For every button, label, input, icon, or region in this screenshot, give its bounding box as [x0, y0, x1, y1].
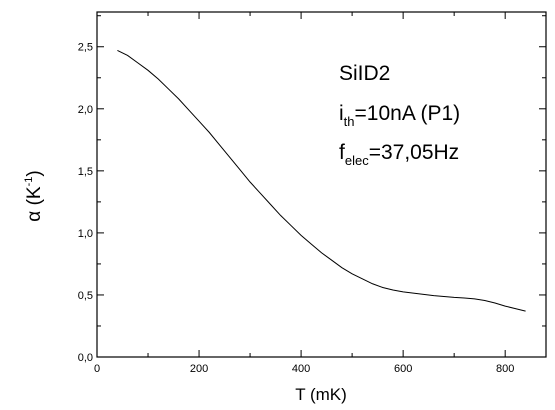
y-axis-title-sup: -1 [23, 177, 35, 187]
y-tick-label: 2,5 [78, 42, 93, 54]
axis-tick-labels: 0 200 400 600 800 0,0 0,5 1,0 1,5 2,0 2,5 [78, 42, 515, 375]
y-tick-label: 1,5 [78, 166, 93, 178]
annotation-line-2-sub: th [344, 114, 355, 129]
x-tick-label: 400 [292, 363, 310, 375]
x-tick-label: 0 [94, 363, 100, 375]
y-tick-label: 2,0 [78, 104, 93, 116]
annotation-line-3-rest: =37,05Hz [369, 141, 459, 164]
series-line-alpha [117, 50, 526, 312]
annotation-line-3-sub: elec [345, 153, 369, 168]
axis-ticks [96, 12, 546, 358]
x-tick-label: 200 [190, 363, 208, 375]
x-tick-label: 600 [394, 363, 412, 375]
x-axis-title: T (mK) [295, 385, 347, 404]
annotation-line-1: SiID2 [339, 62, 390, 85]
y-axis-title-main: α (K [24, 186, 45, 222]
y-tick-label: 0,0 [78, 352, 93, 364]
annotation-line-3: felec=37,05Hz [339, 141, 459, 168]
plot-frame [96, 11, 547, 358]
x-tick-label: 800 [496, 363, 514, 375]
annotation-block: SiID2 ith=10nA (P1) felec=37,05Hz [339, 62, 460, 168]
annotation-line-3-main: f [339, 141, 345, 164]
y-tick-label: 1,0 [78, 228, 93, 240]
y-tick-label: 0,5 [78, 290, 93, 302]
annotation-line-2-rest: =10nA (P1) [355, 102, 461, 125]
y-axis-title: α (K-1) [23, 170, 45, 221]
annotation-line-2: ith=10nA (P1) [339, 102, 460, 129]
annotation-line-2-main: i [339, 102, 344, 125]
y-axis-title-close: ) [24, 170, 45, 176]
